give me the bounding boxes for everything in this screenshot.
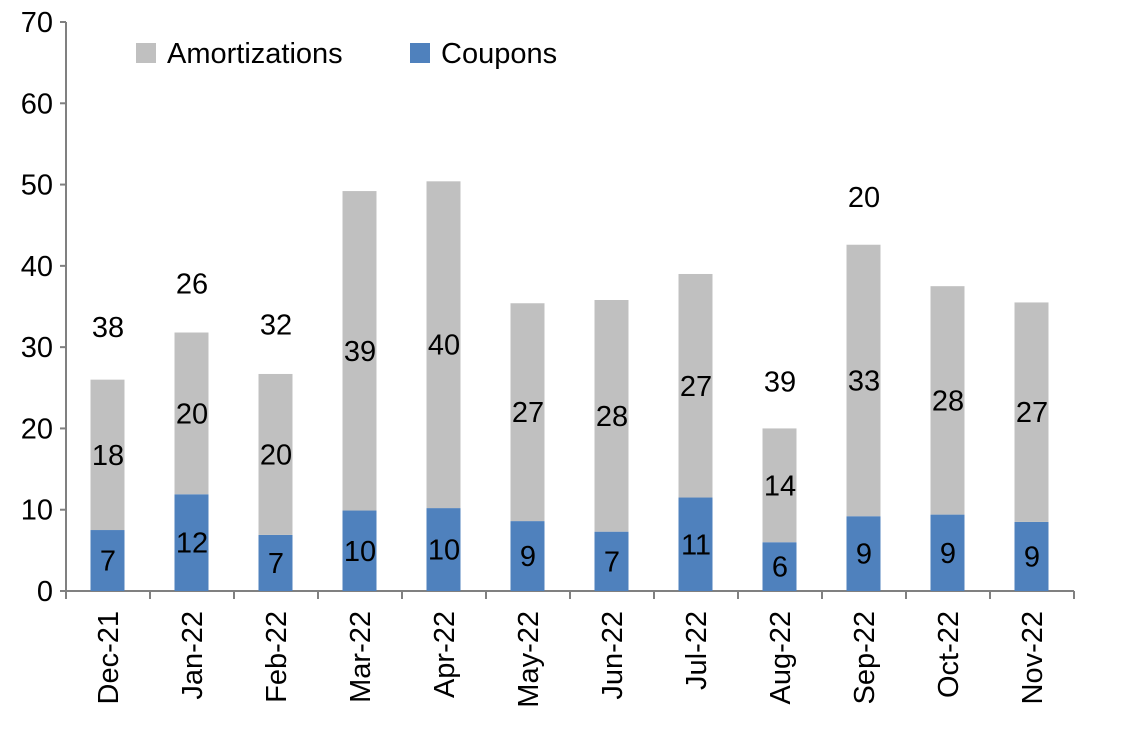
- x-category-label: Feb-22: [261, 611, 293, 703]
- data-label-coupons: 11: [681, 529, 711, 561]
- y-tick-label: 0: [37, 576, 53, 608]
- y-tick-label: 10: [21, 495, 53, 527]
- data-label-coupons: 9: [520, 541, 536, 573]
- data-label-coupons: 10: [344, 536, 376, 568]
- x-category-label: Nov-22: [1017, 611, 1049, 705]
- bar-amortizations: [762, 428, 797, 543]
- bar-coupons: [930, 514, 965, 591]
- annotation-label: 32: [260, 309, 292, 341]
- x-category-label: Jul-22: [681, 611, 713, 690]
- bar-amortizations: [90, 379, 125, 531]
- data-label-coupons: 10: [428, 535, 460, 567]
- y-tick-label: 70: [21, 7, 53, 39]
- data-label-amortizations: 27: [680, 371, 712, 403]
- data-label-amortizations: 20: [260, 439, 292, 471]
- bar-amortizations: [1014, 302, 1049, 522]
- legend: Amortizations Coupons: [136, 38, 557, 70]
- bar-amortizations: [258, 373, 293, 535]
- x-category-label: Jun-22: [597, 611, 629, 700]
- y-tick-label: 60: [21, 88, 53, 120]
- x-category-label: Sep-22: [849, 611, 881, 705]
- legend-swatch-amortizations: [136, 43, 156, 63]
- data-label-amortizations: 39: [344, 336, 376, 368]
- data-label-amortizations: 18: [92, 440, 124, 472]
- y-tick-label: 30: [21, 332, 53, 364]
- bar-coupons: [174, 494, 209, 591]
- data-label-amortizations: 33: [848, 365, 880, 397]
- bar-coupons: [678, 497, 713, 591]
- bar-coupons: [510, 521, 545, 591]
- bar-coupons: [90, 530, 125, 591]
- annotation-label: 20: [848, 182, 880, 214]
- bar-amortizations: [510, 303, 545, 522]
- x-category-label: Apr-22: [429, 611, 461, 698]
- legend-swatch-coupons: [410, 43, 430, 63]
- bar-amortizations: [342, 191, 377, 511]
- x-category-label: Jan-22: [177, 611, 209, 700]
- bar-amortizations: [174, 332, 209, 495]
- data-label-coupons: 12: [176, 528, 208, 560]
- data-label-coupons: 9: [856, 539, 872, 571]
- bar-coupons: [342, 510, 377, 591]
- data-label-amortizations: 20: [176, 398, 208, 430]
- data-label-amortizations: 40: [428, 330, 460, 362]
- bar-coupons: [846, 516, 881, 591]
- y-tick-label: 20: [21, 413, 53, 445]
- data-label-coupons: 9: [940, 538, 956, 570]
- bar-amortizations: [426, 181, 461, 509]
- annotation-label: 38: [92, 312, 124, 344]
- data-label-amortizations: 27: [1016, 397, 1048, 429]
- annotation-label: 39: [764, 366, 796, 398]
- y-tick-label: 40: [21, 251, 53, 283]
- bar-coupons: [594, 531, 629, 591]
- x-category-label: May-22: [513, 611, 545, 708]
- bars: [90, 181, 1049, 591]
- bar-coupons: [426, 508, 461, 591]
- axes: 0 10 20 30 40 50 60 70 Dec-21 Jan-22 Feb-22 Mar-22 A…: [21, 7, 1075, 708]
- annotation-label: 26: [176, 269, 208, 301]
- data-label-amortizations: 28: [596, 401, 628, 433]
- data-label-coupons: 7: [604, 546, 620, 578]
- bar-coupons: [762, 542, 797, 591]
- bar-amortizations: [594, 299, 629, 532]
- data-label-amortizations: 28: [932, 385, 964, 417]
- data-label-amortizations: 14: [764, 470, 796, 502]
- data-label-coupons: 9: [1024, 541, 1040, 573]
- bar-amortizations: [930, 286, 965, 515]
- data-label-amortizations: 27: [512, 397, 544, 429]
- x-category-label: Oct-22: [933, 611, 965, 698]
- x-category-label: Aug-22: [765, 611, 797, 705]
- x-category-label: Mar-22: [345, 611, 377, 703]
- bar-coupons: [258, 534, 293, 591]
- data-label-coupons: 7: [268, 548, 284, 580]
- data-label-coupons: 7: [100, 546, 116, 578]
- x-category-label: Dec-21: [93, 611, 125, 705]
- bar-coupons: [1014, 521, 1049, 591]
- bar-amortizations: [678, 273, 713, 498]
- legend-label-coupons: Coupons: [441, 38, 557, 70]
- legend-label-amortizations: Amortizations: [167, 38, 343, 70]
- y-tick-label: 50: [21, 170, 53, 202]
- data-label-coupons: 6: [772, 552, 788, 584]
- bar-amortizations: [846, 244, 881, 517]
- data-labels: 7 12 7 10 10 9 7 11 6 9 9 9 18 20 20 39 40 27 28 27 14 33 28 27…: [92, 182, 1048, 584]
